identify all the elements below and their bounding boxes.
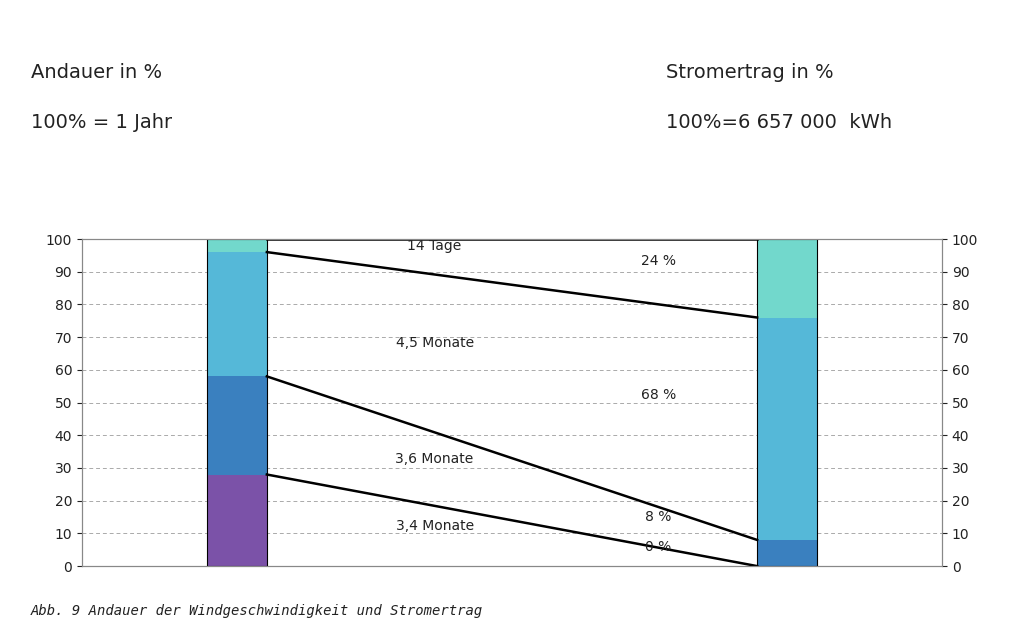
Text: 100%=6 657 000  kWh: 100%=6 657 000 kWh bbox=[666, 113, 892, 132]
Text: 4,5 Monate: 4,5 Monate bbox=[395, 336, 474, 350]
Text: Stromertrag in %: Stromertrag in % bbox=[666, 63, 834, 82]
Text: 0 %: 0 % bbox=[645, 540, 672, 554]
Bar bbox=[757, 239, 817, 566]
Text: Andauer in %: Andauer in % bbox=[31, 63, 162, 82]
Bar bbox=[207, 239, 267, 252]
Text: 100% = 1 Jahr: 100% = 1 Jahr bbox=[31, 113, 172, 132]
Text: 14 Tage: 14 Tage bbox=[408, 240, 462, 253]
Text: 3,6 Monate: 3,6 Monate bbox=[395, 452, 474, 466]
Bar bbox=[757, 239, 817, 318]
Bar bbox=[207, 376, 267, 474]
Text: 24 %: 24 % bbox=[641, 254, 676, 269]
Text: 3,4 Monate: 3,4 Monate bbox=[395, 519, 474, 533]
Bar bbox=[757, 540, 817, 566]
Bar bbox=[207, 474, 267, 566]
Bar bbox=[757, 318, 817, 540]
Text: 68 %: 68 % bbox=[641, 388, 676, 403]
Text: 8 %: 8 % bbox=[645, 510, 672, 524]
Bar bbox=[207, 252, 267, 376]
Bar bbox=[207, 239, 267, 566]
Text: Abb. 9 Andauer der Windgeschwindigkeit und Stromertrag: Abb. 9 Andauer der Windgeschwindigkeit u… bbox=[31, 604, 483, 618]
